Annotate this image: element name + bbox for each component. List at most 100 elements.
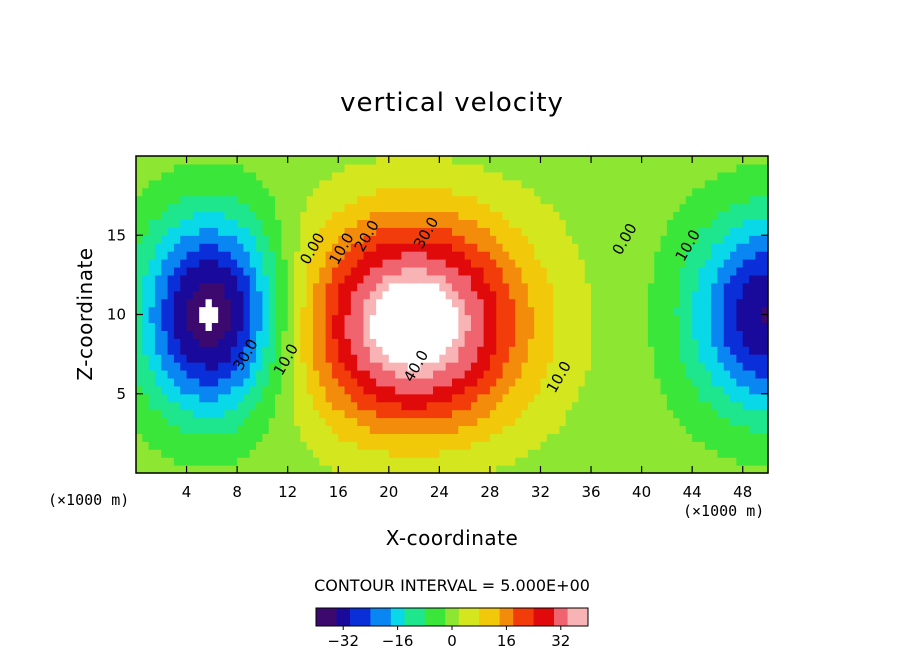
field-cell xyxy=(243,282,251,292)
field-cell xyxy=(376,314,384,324)
field-cell xyxy=(685,393,693,403)
field-cell xyxy=(717,290,725,300)
field-cell xyxy=(584,195,592,205)
field-cell xyxy=(287,251,295,260)
field-cell xyxy=(553,259,561,268)
field-cell xyxy=(736,156,744,165)
field-cell xyxy=(458,290,466,300)
field-cell xyxy=(679,243,687,252)
field-cell xyxy=(445,338,453,347)
field-cell xyxy=(331,449,339,458)
field-cell xyxy=(192,156,200,165)
field-cell xyxy=(452,330,459,339)
colorbar-swatch xyxy=(506,608,514,626)
field-cell xyxy=(173,171,181,181)
field-cell xyxy=(249,441,257,450)
field-cell xyxy=(616,457,624,466)
field-cell xyxy=(603,346,611,355)
field-cell xyxy=(199,266,207,276)
field-cell xyxy=(565,298,573,308)
field-cell xyxy=(502,362,510,371)
field-cell xyxy=(281,243,289,252)
field-cell xyxy=(666,227,674,236)
field-cell xyxy=(742,362,750,371)
field-cell xyxy=(180,338,188,347)
field-cell xyxy=(647,266,655,276)
field-cell xyxy=(445,274,453,284)
field-cell xyxy=(407,314,415,324)
field-cell xyxy=(597,195,605,205)
field-cell xyxy=(262,171,270,181)
field-cell xyxy=(578,282,586,292)
field-cell xyxy=(173,338,181,347)
field-cell xyxy=(319,195,327,205)
field-cell xyxy=(610,330,617,339)
field-cell xyxy=(698,417,706,427)
field-cell xyxy=(294,171,301,181)
field-cell xyxy=(666,457,674,466)
field-cell xyxy=(331,179,339,189)
field-cell xyxy=(736,314,744,324)
field-cell xyxy=(376,330,384,339)
field-cell xyxy=(142,156,150,165)
field-cell xyxy=(477,219,485,228)
field-cell xyxy=(445,322,453,331)
field-cell xyxy=(287,211,295,221)
field-cell xyxy=(363,441,371,450)
field-cell xyxy=(597,227,605,236)
field-cell xyxy=(249,171,257,181)
field-cell xyxy=(275,251,282,260)
field-cell xyxy=(521,377,529,387)
field-cell xyxy=(508,211,516,221)
colorbar-tick-label: 32 xyxy=(551,632,570,650)
field-cell xyxy=(306,354,314,363)
field-cell xyxy=(489,385,497,395)
field-cell xyxy=(647,417,655,427)
field-cell xyxy=(635,219,643,228)
field-cell xyxy=(268,156,276,165)
field-cell xyxy=(199,409,207,419)
field-cell xyxy=(483,338,491,347)
field-cell xyxy=(464,314,472,324)
field-cell xyxy=(704,235,712,244)
field-cell xyxy=(458,385,466,395)
field-cell xyxy=(610,235,617,244)
field-cell xyxy=(256,377,263,387)
field-cell xyxy=(426,314,434,324)
field-cell xyxy=(268,465,276,474)
field-cell xyxy=(527,282,535,292)
field-cell xyxy=(578,306,586,316)
field-cell xyxy=(502,195,510,205)
field-cell xyxy=(527,417,535,427)
field-cell xyxy=(730,425,737,434)
field-cell xyxy=(243,393,251,403)
field-cell xyxy=(540,465,548,474)
field-cell xyxy=(521,338,529,347)
field-cell xyxy=(483,211,491,221)
field-cell xyxy=(540,219,548,228)
field-cell xyxy=(433,346,440,355)
field-cell xyxy=(363,417,371,427)
field-cell xyxy=(136,346,143,355)
field-cell xyxy=(483,409,491,419)
field-cell xyxy=(230,179,238,189)
field-cell xyxy=(205,163,213,173)
field-cell xyxy=(439,298,447,308)
field-cell xyxy=(591,314,598,324)
field-cell xyxy=(679,322,687,331)
field-cell xyxy=(281,290,289,300)
field-cell xyxy=(382,354,390,363)
field-cell xyxy=(148,211,156,221)
field-cell xyxy=(515,235,523,244)
field-cell xyxy=(749,441,756,450)
field-cell xyxy=(192,346,200,355)
field-cell xyxy=(553,171,561,181)
field-cell xyxy=(717,393,725,403)
field-cell xyxy=(616,338,624,347)
field-cell xyxy=(218,282,226,292)
field-cell xyxy=(635,203,643,213)
field-cell xyxy=(515,417,523,427)
field-cell xyxy=(312,417,320,427)
field-cell xyxy=(439,369,447,379)
field-cell xyxy=(749,290,756,300)
